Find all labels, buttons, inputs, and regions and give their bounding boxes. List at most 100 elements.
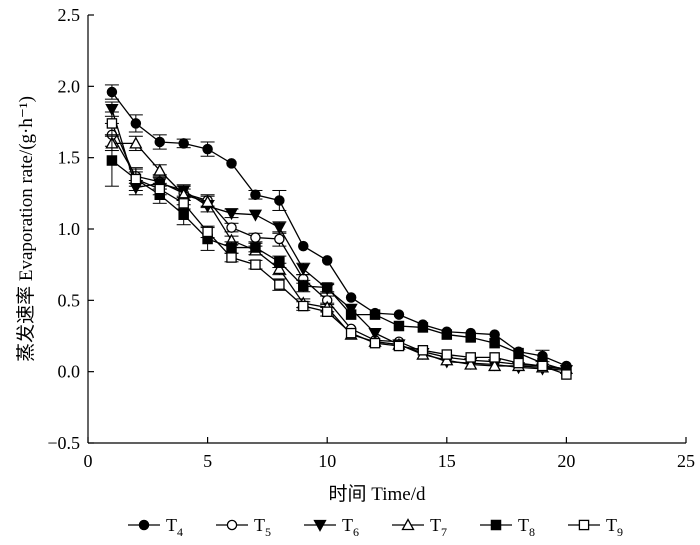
legend-label: T5: [254, 515, 271, 539]
series-line: [111, 91, 567, 367]
data-point: [226, 158, 237, 169]
data-point: [441, 329, 453, 340]
data-point: [224, 208, 239, 221]
data-point: [202, 143, 213, 155]
data-point: [513, 347, 524, 359]
legend-marker: [138, 519, 150, 531]
data-point: [441, 349, 453, 360]
data-point: [274, 279, 285, 290]
data-point: [272, 262, 286, 275]
data-point: [417, 345, 429, 356]
legend-marker: [226, 519, 238, 531]
legend-item-T7: T7: [392, 515, 447, 539]
legend-marker: [578, 519, 590, 531]
data-point: [202, 226, 213, 238]
legend-subscript: 6: [353, 525, 359, 539]
y-tick-label: 1.5: [58, 148, 81, 168]
data-point: [106, 118, 118, 129]
data-point: [368, 327, 382, 340]
data-point: [178, 198, 189, 209]
data-point: [298, 300, 309, 312]
data-point: [250, 259, 261, 270]
data-point: [465, 332, 476, 343]
data-point: [321, 255, 333, 266]
x-tick-label: 15: [438, 451, 456, 471]
data-point: [226, 242, 237, 253]
data-point: [105, 104, 119, 117]
legend-subscript: 5: [265, 525, 271, 539]
data-point: [489, 329, 500, 340]
y-tick-label: −0.5: [47, 433, 80, 453]
data-point: [106, 86, 118, 98]
legend: T4 T5 T6 T7 T8 T9: [128, 515, 623, 539]
legend-label: T9: [606, 515, 623, 539]
data-point: [130, 173, 142, 185]
data-point: [561, 369, 572, 380]
data-point: [154, 136, 166, 148]
data-point: [250, 232, 261, 243]
axes: 0 5 10 15 20 25 −0.5 0.0 0.5 1.0 1.5 2.0 2.5 时间 Time/…: [15, 5, 695, 505]
data-point: [272, 222, 286, 235]
data-point: [178, 209, 189, 220]
data-point: [248, 209, 263, 222]
data-point: [369, 309, 381, 320]
x-tick-label: 5: [203, 451, 212, 471]
data-point: [345, 292, 357, 303]
data-point: [417, 322, 429, 333]
data-point: [178, 138, 189, 149]
data-point: [154, 183, 166, 195]
data-point: [393, 340, 405, 352]
data-point: [274, 256, 285, 268]
legend-label: T4: [166, 515, 183, 539]
data-point: [274, 195, 285, 206]
x-tick-label: 0: [84, 451, 93, 471]
y-tick-label: 1.0: [58, 219, 81, 239]
data-point: [537, 360, 548, 372]
data-point: [106, 155, 118, 166]
data-point: [298, 240, 309, 252]
data-point: [345, 327, 357, 339]
series-line: [111, 108, 567, 371]
data-point: [250, 242, 261, 253]
data-point: [489, 352, 500, 363]
data-point: [489, 337, 500, 349]
data-point: [464, 357, 478, 370]
legend-subscript: 7: [441, 525, 447, 539]
legend-marker: [490, 519, 502, 531]
data-point: [393, 320, 405, 332]
legend-item-T6: T6: [304, 515, 359, 539]
data-point: [201, 195, 215, 208]
data-point: [393, 309, 405, 320]
x-tick-label: 10: [318, 451, 336, 471]
data-point: [298, 280, 309, 292]
y-axis-title: 蒸发速率 Evaporation rate/(g·h⁻¹): [15, 96, 37, 362]
legend-label: T6: [342, 515, 359, 539]
legend-subscript: 4: [177, 525, 183, 539]
y-tick-label: 0.0: [58, 362, 81, 382]
data-point: [345, 309, 357, 320]
data-point: [296, 263, 310, 276]
data-point: [465, 352, 476, 363]
x-tick-label: 25: [677, 451, 695, 471]
data-point: [321, 306, 333, 317]
legend-subscript: 9: [617, 525, 623, 539]
data-point: [129, 136, 143, 149]
data-point: [274, 233, 285, 245]
legend-marker: [401, 518, 415, 531]
series-T9: [104, 111, 572, 380]
series-T4: [104, 84, 572, 372]
series-T7: [104, 135, 573, 374]
y-tick-label: 0.5: [58, 290, 81, 310]
legend-item-T4: T4: [128, 515, 183, 539]
y-tick-label: 2.0: [58, 76, 81, 96]
series-T5: [104, 122, 572, 375]
data-point: [513, 357, 524, 369]
x-tick-label: 20: [557, 451, 575, 471]
y-tick-label: 2.5: [58, 5, 81, 25]
data-point: [226, 222, 237, 233]
legend-item-T9: T9: [568, 515, 623, 539]
data-point: [250, 189, 261, 201]
data-point: [226, 252, 237, 263]
x-axis-title: 时间 Time/d: [329, 483, 426, 505]
